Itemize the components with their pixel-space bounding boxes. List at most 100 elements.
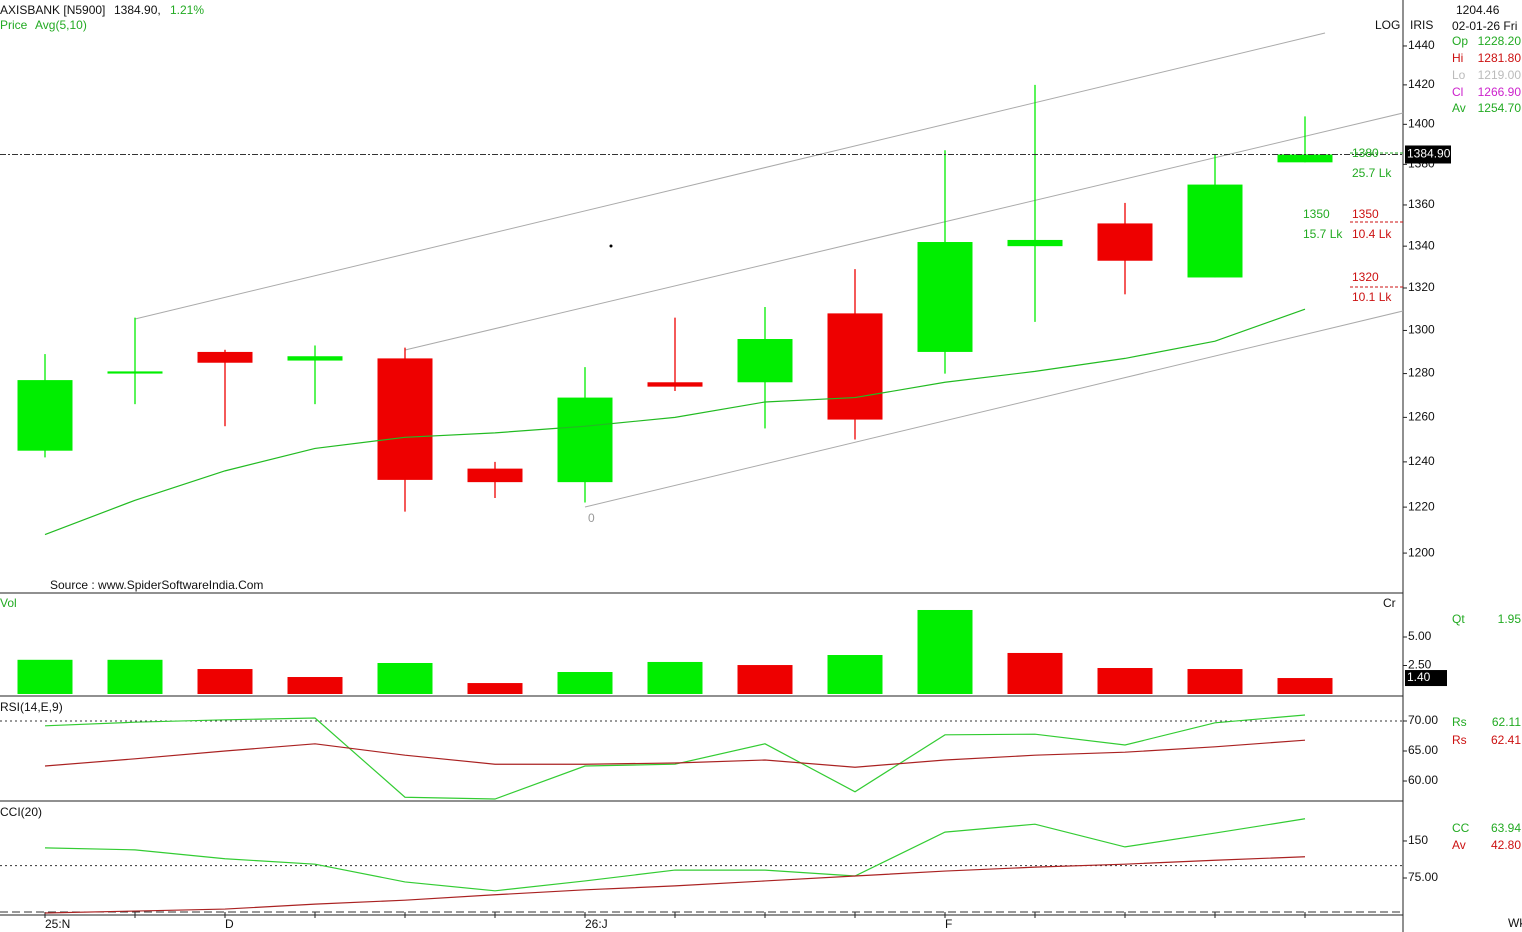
y-tick-label: 1240 xyxy=(1408,454,1435,468)
y-tick-label: 5.00 xyxy=(1408,629,1432,643)
legend-entry: Avg(5,10) xyxy=(35,18,87,32)
info-label: Av xyxy=(1452,101,1466,115)
x-tick-label: F xyxy=(945,917,952,931)
series-line xyxy=(44,856,1306,914)
candle-body xyxy=(1187,184,1243,278)
candle-body xyxy=(1097,223,1153,261)
info-value: 1254.70 xyxy=(1478,101,1522,115)
candle-body xyxy=(107,371,163,374)
candle-body xyxy=(1277,154,1333,163)
last-price-box xyxy=(1405,145,1451,164)
info-label: Lo xyxy=(1452,68,1466,82)
y-tick-label: 1400 xyxy=(1408,117,1435,131)
panel-title: Vol xyxy=(0,596,17,610)
annotation: 1350 xyxy=(1303,207,1330,221)
readout-value: 42.80 xyxy=(1491,838,1521,852)
panel-title: RSI(14,E,9) xyxy=(0,700,63,714)
last-price: 1384.90, xyxy=(114,3,161,17)
candle-body xyxy=(377,358,433,480)
candle-body xyxy=(647,382,703,387)
readout-value: 63.94 xyxy=(1491,821,1521,835)
annotation: 1350 xyxy=(1352,207,1379,221)
channel-line xyxy=(134,32,1326,320)
info-label: Cl xyxy=(1452,85,1463,99)
y-tick-label: 150 xyxy=(1408,833,1428,847)
x-unit: Wkl xyxy=(1508,916,1522,930)
candle-body xyxy=(1007,239,1063,247)
candle-body xyxy=(197,351,253,363)
bar xyxy=(287,677,343,694)
unit-label: Cr xyxy=(1383,596,1396,610)
annotation: 10.4 Lk xyxy=(1352,227,1392,241)
y-tick-label: 1220 xyxy=(1408,499,1435,513)
y-tick-label: 1320 xyxy=(1408,280,1435,294)
source: Source : www.SpiderSoftwareIndia.Com xyxy=(50,578,263,592)
info-label: Op xyxy=(1452,34,1468,48)
y-tick-label: 75.00 xyxy=(1408,870,1438,884)
y-tick-label: 1300 xyxy=(1408,323,1435,337)
annotation: 1320 xyxy=(1352,270,1379,284)
readout-label: Rs xyxy=(1452,715,1467,729)
y-tick-label: 70.00 xyxy=(1408,713,1438,727)
info-label: Hi xyxy=(1452,51,1463,65)
marks: 1200 1220 1240 1260 1280 1300 1320 1340 1360 1380… xyxy=(0,38,1451,931)
series-line xyxy=(44,714,1306,800)
candle-body xyxy=(287,356,343,361)
y-tick-label: 1340 xyxy=(1408,238,1435,252)
readout-value: 1.95 xyxy=(1498,612,1522,626)
y-tick-label: 1440 xyxy=(1408,38,1435,52)
series-line xyxy=(44,818,1306,892)
info-date: 02-01-26 Fri xyxy=(1452,19,1517,33)
panel-title: CCI(20) xyxy=(0,805,42,819)
info-value: 1204.46 xyxy=(1456,3,1500,17)
y-tick-label: 1260 xyxy=(1408,410,1435,424)
readout-label: Rs xyxy=(1452,733,1467,747)
annotation: 1380 xyxy=(1352,146,1379,160)
last-value-box xyxy=(1405,670,1447,687)
dot xyxy=(609,244,613,248)
readout-label: Av xyxy=(1452,838,1466,852)
bar xyxy=(1097,668,1153,694)
bar xyxy=(557,671,613,694)
bar xyxy=(1007,652,1063,694)
y-tick-label: 60.00 xyxy=(1408,773,1438,787)
candle-body xyxy=(557,397,613,483)
bar xyxy=(467,683,523,694)
info-value: 1219.00 xyxy=(1478,68,1522,82)
annotation: 10.1 Lk xyxy=(1352,290,1392,304)
y-tick-label: 1200 xyxy=(1408,545,1435,559)
bar xyxy=(917,609,973,694)
bar xyxy=(107,659,163,694)
channel-line xyxy=(404,112,1404,351)
y-tick-label: 1420 xyxy=(1408,77,1435,91)
info-value: 1228.20 xyxy=(1478,34,1522,48)
bar xyxy=(17,659,73,694)
readout-label: CC xyxy=(1452,821,1470,835)
y-tick-label: 2.50 xyxy=(1408,658,1432,672)
bar xyxy=(737,665,793,694)
readout-label: Qt xyxy=(1452,612,1465,626)
legend-label: Price xyxy=(0,18,28,32)
change: 1.21% xyxy=(170,3,204,17)
readout-value: 62.41 xyxy=(1491,733,1521,747)
x-tick-label: 25:N xyxy=(45,917,70,931)
y-tick-label: 1360 xyxy=(1408,197,1435,211)
last-value-label: 1.40 xyxy=(1407,670,1431,684)
annotation: 15.7 Lk xyxy=(1303,227,1343,241)
bar xyxy=(1277,678,1333,694)
series-line xyxy=(44,739,1306,768)
last-price-label: 1384.90 xyxy=(1407,147,1451,161)
scale-label: LOG xyxy=(1375,18,1400,32)
info-value: 1281.80 xyxy=(1478,51,1522,65)
candle-body xyxy=(917,242,973,352)
candle-body xyxy=(737,339,793,383)
x-tick-label: 26:J xyxy=(585,917,608,931)
bar xyxy=(377,662,433,694)
candle-body xyxy=(827,313,883,420)
annotation: 25.7 Lk xyxy=(1352,166,1392,180)
x-tick-label: D xyxy=(225,917,234,931)
channel-line xyxy=(584,310,1404,508)
y-tick-label: 1280 xyxy=(1408,366,1435,380)
series-line xyxy=(44,308,1306,536)
